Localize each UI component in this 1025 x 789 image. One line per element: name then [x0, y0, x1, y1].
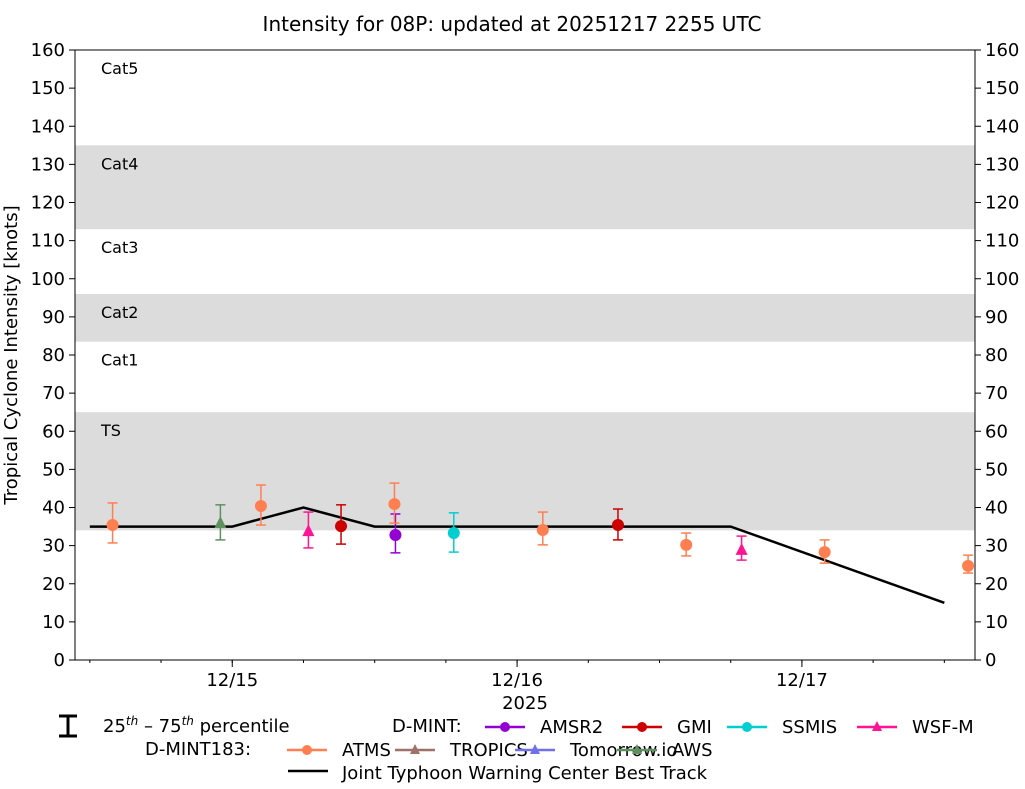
y-tick-label: 40 — [42, 498, 65, 519]
y-tick-label: 160 — [31, 40, 65, 61]
axes: 0 0 10 10 20 20 30 30 40 40 50 50 60 60 70 70 80 80 90 90 10… — [31, 40, 1020, 691]
y-tick-label-right: 130 — [985, 154, 1019, 175]
point-gmi — [335, 520, 348, 533]
legend-dmint-label: D-MINT: — [392, 716, 462, 737]
band-cat2 — [75, 294, 975, 342]
y-tick-label: 50 — [42, 459, 65, 480]
y-tick-label-right: 110 — [985, 231, 1019, 252]
category-bands: Cat5 Cat4 Cat3 Cat2 Cat1 TS — [75, 59, 975, 531]
point-atms — [106, 519, 119, 532]
y-tick-label: 80 — [42, 345, 65, 366]
y-tick-label-right: 150 — [985, 78, 1019, 99]
y-tick-label-right: 60 — [985, 421, 1008, 442]
y-tick-label-right: 80 — [985, 345, 1008, 366]
y-tick-label-right: 70 — [985, 383, 1008, 404]
band-label-cat4: Cat4 — [101, 154, 138, 173]
band-label-cat5: Cat5 — [101, 59, 138, 78]
legend-label-gmi: GMI — [677, 717, 712, 738]
y-tick-label: 60 — [42, 421, 65, 442]
band-label-cat3: Cat3 — [101, 238, 138, 257]
point-ssmis — [447, 527, 460, 540]
y-tick-label-right: 0 — [985, 650, 996, 671]
legend-label-amsr2: AMSR2 — [540, 717, 603, 738]
y-tick-label: 140 — [31, 116, 65, 137]
y-tick-label: 0 — [54, 650, 65, 671]
plot-frame — [74, 49, 976, 661]
legend-label-tropics: TROPICS — [449, 740, 528, 761]
legend-marker-aws — [632, 744, 642, 754]
point-atms — [254, 499, 267, 512]
band-label-cat2: Cat2 — [101, 303, 138, 322]
legend-marker-gmi — [637, 722, 647, 732]
y-tick-label: 70 — [42, 383, 65, 404]
y-tick-label-right: 30 — [985, 536, 1008, 557]
x-axis-label: 2025 — [502, 693, 548, 714]
y-tick-label-right: 160 — [985, 40, 1019, 61]
y-axis-label: Tropical Cyclone Intensity [knots] — [1, 205, 22, 505]
best-track-line — [89, 506, 945, 604]
point-aws — [214, 516, 227, 529]
plot-marks — [89, 482, 975, 604]
legend-dmint183-label: D-MINT183: — [145, 739, 251, 760]
legend-best-track-label: Joint Typhoon Warning Center Best Track — [341, 763, 708, 784]
point-wsf-m — [302, 524, 315, 537]
chart-title: Intensity for 08P: updated at 20251217 2… — [263, 12, 762, 36]
x-tick-label: 12/17 — [776, 670, 828, 691]
y-tick-label-right: 20 — [985, 574, 1008, 595]
legend-marker-tomorrow-io — [530, 744, 540, 754]
legend-marker-amsr2 — [500, 722, 510, 732]
band-cat4 — [75, 145, 975, 230]
legend-marker-tropics — [410, 744, 420, 754]
point-atms — [962, 559, 975, 572]
y-tick-label: 30 — [42, 536, 65, 557]
y-tick-label: 90 — [42, 307, 65, 328]
legend-label-wsf-m: WSF-M — [912, 717, 974, 738]
x-tick-label: 12/16 — [491, 670, 543, 691]
y-tick-label: 120 — [31, 193, 65, 214]
x-tick-label: 12/15 — [206, 670, 258, 691]
band-label-ts: TS — [100, 421, 121, 440]
band-ts — [75, 412, 975, 531]
legend-label-atms: ATMS — [342, 740, 391, 761]
legend-marker-ssmis — [742, 722, 752, 732]
y-tick-label: 150 — [31, 78, 65, 99]
y-tick-label: 20 — [42, 574, 65, 595]
percentile-errorbar-icon — [59, 714, 77, 738]
y-tick-label-right: 50 — [985, 459, 1008, 480]
point-atms — [680, 538, 693, 551]
y-tick-label: 130 — [31, 154, 65, 175]
y-tick-label: 10 — [42, 612, 65, 633]
y-tick-label-right: 90 — [985, 307, 1008, 328]
point-wsf-m — [735, 542, 748, 555]
legend-marker-atms — [302, 745, 312, 755]
point-atms — [536, 523, 549, 536]
y-tick-label-right: 10 — [985, 612, 1008, 633]
y-tick-label-right: 140 — [985, 116, 1019, 137]
y-tick-label-right: 120 — [985, 193, 1019, 214]
legend: 25th – 75th percentile D-MINT: D-MINT183… — [59, 714, 974, 784]
point-gmi — [611, 519, 624, 532]
point-amsr2 — [389, 528, 402, 541]
legend-label-aws: AWS — [672, 740, 713, 761]
band-label-cat1: Cat1 — [101, 351, 138, 370]
y-tick-label-right: 40 — [985, 498, 1008, 519]
point-atms — [388, 498, 401, 511]
y-tick-label: 110 — [31, 231, 65, 252]
y-tick-label: 100 — [31, 269, 65, 290]
legend-marker-wsf-m — [872, 721, 882, 731]
y-tick-label-right: 100 — [985, 269, 1019, 290]
legend-percentile-label: 25th – 75th percentile — [103, 714, 290, 737]
point-atms — [818, 546, 831, 559]
legend-label-ssmis: SSMIS — [782, 717, 837, 738]
